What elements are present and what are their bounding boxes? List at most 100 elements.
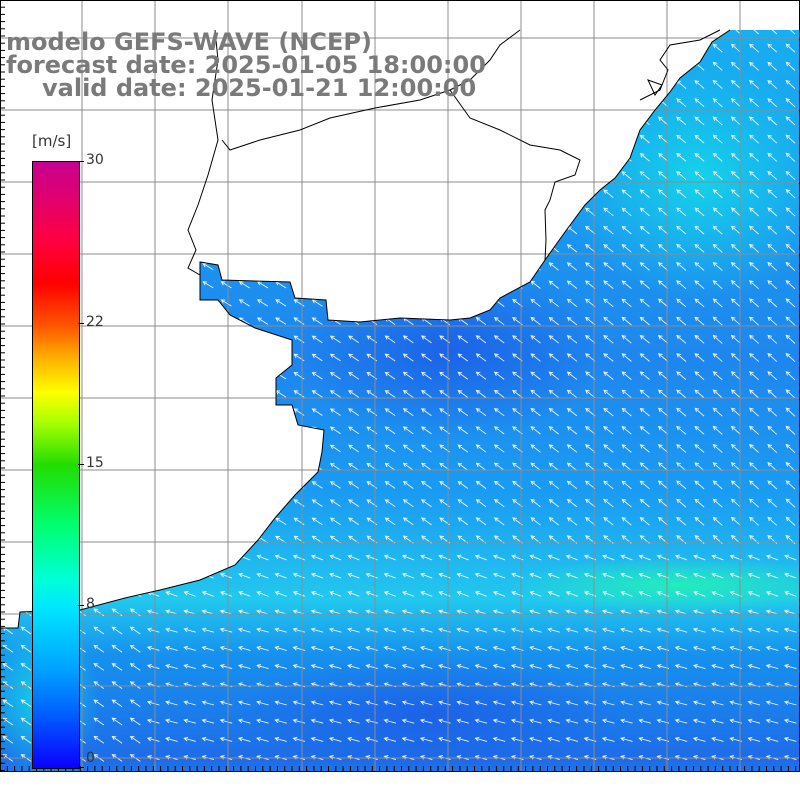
wind-arrow	[603, 462, 614, 471]
wind-arrow	[676, 189, 687, 199]
wind-arrow	[402, 480, 414, 489]
wind-arrow	[711, 664, 724, 670]
wind-arrow	[219, 609, 233, 615]
wind-arrow	[603, 207, 614, 217]
wind-arrow	[767, 425, 778, 435]
wind-arrow	[329, 426, 341, 435]
wind-arrow	[621, 480, 632, 490]
wind-arrow	[475, 389, 487, 398]
wind-arrow	[383, 554, 396, 561]
wind-arrow	[293, 353, 305, 362]
wind-arrow	[311, 317, 323, 325]
wind-arrow	[730, 30, 741, 35]
wind-arrow	[457, 353, 469, 362]
wind-arrow	[548, 462, 559, 471]
wind-arrow	[111, 681, 123, 689]
wind-arrow	[348, 517, 360, 526]
wind-arrow	[785, 298, 796, 308]
wind-arrow	[639, 498, 650, 508]
wind-arrow	[730, 116, 741, 126]
wind-arrow	[712, 371, 723, 381]
wind-arrow	[365, 645, 378, 651]
wind-arrow	[401, 700, 415, 706]
wind-arrow	[602, 554, 615, 561]
wind-arrow	[692, 609, 706, 615]
wind-arrow	[565, 645, 579, 651]
wind-arrow	[676, 207, 687, 217]
wind-arrow	[383, 627, 397, 633]
wind-arrow	[384, 408, 396, 416]
wind-arrow	[712, 79, 723, 89]
wind-arrow	[692, 736, 706, 742]
wind-arrow	[712, 225, 723, 235]
wind-arrow	[748, 134, 759, 144]
wind-arrow	[202, 263, 214, 271]
wind-arrow	[348, 444, 360, 453]
wind-arrow	[747, 609, 761, 615]
wind-arrow	[256, 718, 269, 724]
wind-arrow	[310, 664, 324, 670]
wind-arrow	[785, 407, 796, 417]
wind-arrow	[730, 389, 741, 399]
wind-arrow	[657, 171, 669, 180]
wind-arrow	[712, 61, 723, 71]
wind-arrow	[311, 353, 323, 362]
wind-arrow	[694, 298, 705, 308]
wind-arrow	[293, 335, 305, 344]
wind-arrow	[639, 171, 650, 180]
wind-arrow	[638, 627, 651, 633]
wind-arrow	[692, 664, 706, 670]
wind-arrow	[384, 371, 396, 380]
wind-arrow	[566, 498, 578, 508]
wind-arrow	[475, 353, 487, 362]
river-boundary	[187, 29, 581, 276]
wind-arrow	[657, 207, 669, 217]
wind-arrow	[548, 407, 559, 417]
wind-arrow	[474, 572, 487, 579]
wind-arrow	[748, 498, 759, 508]
wind-arrow	[237, 700, 251, 706]
wind-arrow	[475, 371, 487, 380]
wind-arrow	[748, 79, 759, 89]
wind-arrow	[274, 645, 287, 651]
wind-arrow	[347, 645, 360, 651]
wind-arrow	[748, 261, 759, 271]
wind-arrow	[438, 627, 451, 633]
wind-arrow	[676, 98, 687, 108]
wind-arrow	[329, 591, 342, 597]
wind-arrow	[111, 717, 123, 726]
colorbar-tick-mark	[78, 605, 84, 607]
wind-arrow	[348, 390, 360, 398]
wind-arrow	[529, 718, 542, 724]
wind-arrow	[547, 664, 560, 670]
wind-arrow	[475, 517, 487, 526]
wind-arrow	[767, 516, 778, 526]
wind-arrow	[329, 353, 341, 362]
wind-arrow	[311, 517, 323, 526]
wind-arrow	[274, 664, 287, 670]
wind-arrow	[765, 645, 779, 651]
wind-arrow	[693, 554, 706, 561]
wind-arrow	[111, 735, 123, 744]
wind-arrow	[657, 444, 669, 453]
wind-arrow	[730, 425, 741, 435]
wind-arrow	[2, 663, 14, 671]
wind-arrow	[256, 609, 269, 615]
wind-arrow	[530, 353, 541, 362]
wind-arrow	[748, 298, 759, 308]
wind-arrow	[620, 718, 633, 724]
wind-arrow	[657, 389, 669, 399]
wind-arrow	[402, 408, 414, 417]
wind-arrow	[183, 591, 196, 597]
wind-arrow	[401, 554, 415, 561]
wind-arrow	[311, 390, 323, 398]
wind-arrow	[657, 152, 669, 162]
wind-arrow	[639, 225, 650, 235]
wind-arrow	[676, 134, 687, 144]
wind-arrow	[456, 664, 469, 670]
wind-arrow	[620, 627, 633, 633]
wind-arrow	[785, 61, 796, 71]
wind-arrow	[292, 609, 306, 615]
wind-arrow	[730, 98, 741, 108]
wind-arrow	[165, 736, 178, 742]
